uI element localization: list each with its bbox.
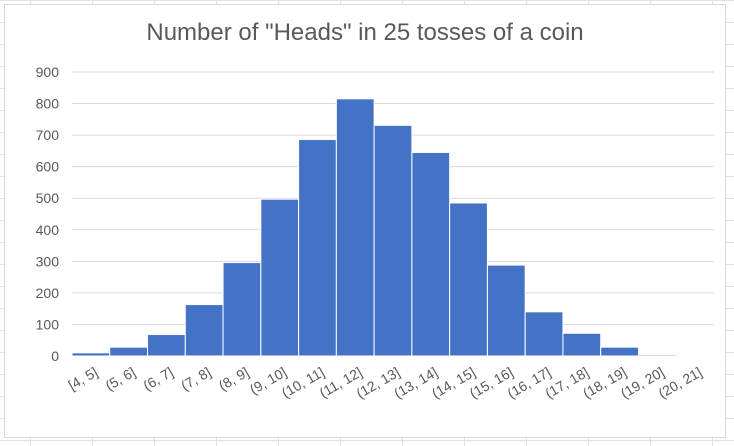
histogram-bar[interactable] xyxy=(524,311,564,357)
histogram-bar[interactable] xyxy=(600,346,639,357)
histogram-bar[interactable] xyxy=(562,332,602,357)
x-tick-label: (6, 7] xyxy=(140,364,176,394)
histogram-bar[interactable] xyxy=(335,98,375,357)
x-tick-label: (8, 9] xyxy=(216,364,252,394)
x-tick-label: [4, 5] xyxy=(65,364,100,393)
histogram-bar[interactable] xyxy=(486,264,526,357)
y-tick-label: 500 xyxy=(36,190,60,206)
histogram-bar[interactable] xyxy=(109,346,149,357)
y-tick-label: 400 xyxy=(36,222,60,238)
y-tick-label: 0 xyxy=(51,348,59,364)
histogram-bar[interactable] xyxy=(449,202,488,357)
x-tick-label: (7, 8] xyxy=(178,364,214,394)
x-tick-label: (20, 21] xyxy=(655,364,704,402)
y-tick-label: 700 xyxy=(36,127,60,143)
histogram-bar[interactable] xyxy=(637,354,677,357)
histogram-bar[interactable] xyxy=(184,304,224,357)
histogram-bar[interactable] xyxy=(411,151,451,357)
histogram-bar[interactable] xyxy=(222,262,262,357)
x-tick-label: (10, 11] xyxy=(279,364,327,401)
y-tick-label: 800 xyxy=(36,96,60,112)
y-tick-label: 300 xyxy=(36,253,60,269)
chart-area[interactable]: Number of "Heads" in 25 tosses of a coin… xyxy=(4,4,726,438)
x-tick-label: (5, 6] xyxy=(103,364,139,394)
histogram-bar[interactable] xyxy=(373,124,413,357)
histogram-bar[interactable] xyxy=(260,198,300,357)
histogram-plot: 0 100 200 300 400 500 600 700 800 900 [4, 5] (5, 6]… xyxy=(36,64,715,402)
chart-title: Number of "Heads" in 25 tosses of a coin xyxy=(146,19,584,46)
histogram-bar[interactable] xyxy=(71,352,111,357)
y-tick-label: 100 xyxy=(36,316,60,332)
histogram-bar[interactable] xyxy=(298,139,337,357)
y-tick-label: 600 xyxy=(36,159,60,175)
y-tick-label: 900 xyxy=(36,64,60,80)
histogram-bar[interactable] xyxy=(147,334,186,357)
y-tick-label: 200 xyxy=(36,285,60,301)
